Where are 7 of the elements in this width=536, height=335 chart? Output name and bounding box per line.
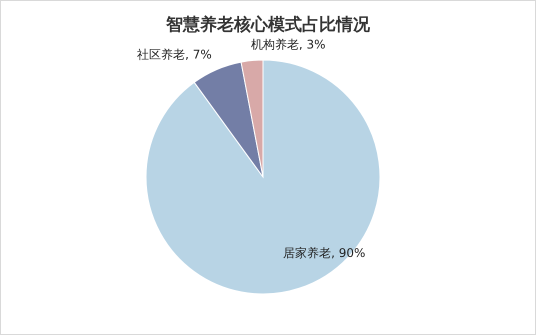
data-label: , 90% (331, 246, 366, 260)
slice-label: 居家养老 (283, 246, 332, 260)
slice-label: 社区养老 (137, 48, 186, 62)
data-label: , 3% (298, 38, 326, 52)
slice-label: 机构养老 (250, 38, 299, 52)
data-label: , 7% (185, 48, 212, 62)
chart-title: 智慧养老核心模式占比情况 (165, 15, 371, 35)
